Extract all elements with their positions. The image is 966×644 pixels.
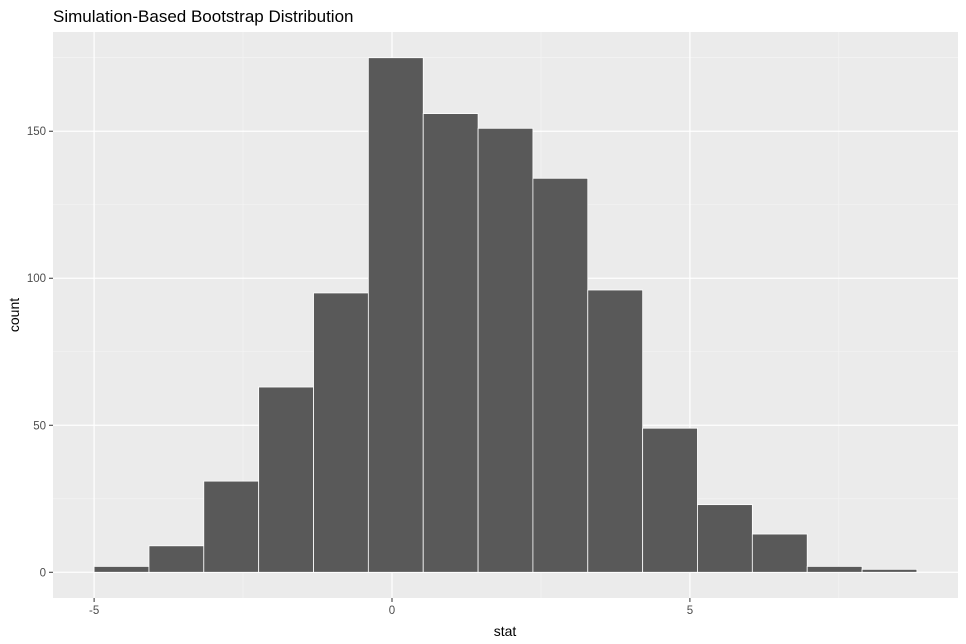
histogram-bar [477, 127, 534, 573]
histogram-bar [258, 386, 314, 573]
histogram-bar [148, 545, 205, 573]
y-tick-label: 150 [27, 126, 46, 138]
y-tick-label: 100 [27, 273, 46, 285]
histogram-bar [422, 113, 479, 573]
histogram-bar [697, 504, 753, 573]
histogram-bar [93, 565, 150, 573]
chart-title: Simulation-Based Bootstrap Distribution [53, 7, 353, 26]
histogram-bar [587, 289, 644, 573]
x-tick-label: 0 [389, 605, 395, 617]
histogram-bar [806, 565, 863, 573]
y-tick-label: 0 [40, 567, 46, 579]
x-tick-label: 5 [687, 605, 693, 617]
y-axis-title: count [6, 298, 22, 332]
y-axis: 0 50 100 150 [27, 126, 53, 579]
histogram-bar [642, 427, 698, 573]
histogram-bar [861, 568, 918, 573]
x-tick-label: -5 [89, 605, 99, 617]
histogram-bar [367, 57, 424, 573]
histogram-bar [532, 177, 589, 573]
histogram-bar [203, 480, 260, 573]
x-axis: -5 0 5 [89, 598, 693, 617]
histogram-bar [751, 533, 808, 573]
histogram-bar [313, 292, 369, 573]
histogram-bars [93, 57, 918, 573]
grid-minor-lines [53, 32, 958, 598]
x-axis-title: stat [494, 623, 517, 639]
y-tick-label: 50 [33, 420, 46, 432]
